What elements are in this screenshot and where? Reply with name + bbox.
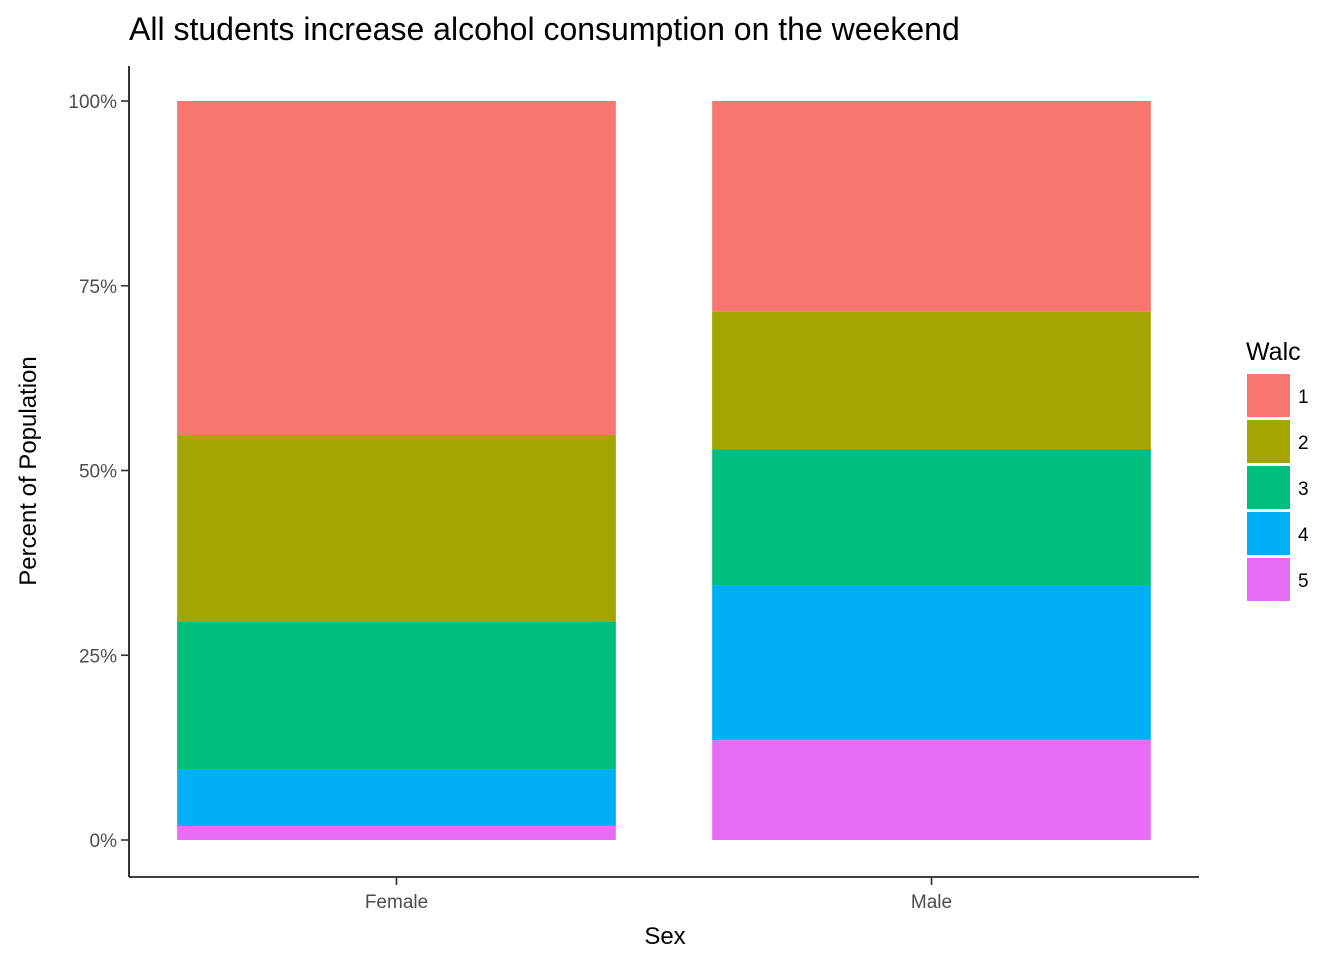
x-tick-label: Male (911, 892, 952, 913)
legend-key-1 (1247, 374, 1290, 417)
x-axis-title: Sex (644, 923, 685, 950)
legend-key-2 (1247, 420, 1290, 463)
y-tick-label: 75% (79, 277, 117, 298)
y-ticks: 0% 25% 50% 75% 100% (68, 92, 129, 852)
x-tick-label: Female (365, 892, 428, 913)
y-tick-label: 100% (68, 92, 117, 113)
y-axis-title: Percent of Population (15, 356, 42, 586)
legend-key-5 (1247, 558, 1290, 601)
legend-key-4 (1247, 512, 1290, 555)
bar-female-walc-5 (177, 825, 616, 840)
bars-layer (177, 101, 1151, 840)
y-tick-label: 0% (90, 831, 118, 852)
bar-female-walc-1 (177, 101, 616, 436)
bar-male-walc-1 (712, 101, 1151, 312)
bar-female-walc-2 (177, 435, 616, 622)
legend-label-5: 5 (1298, 571, 1309, 592)
legend-title: Walc (1246, 338, 1301, 366)
bar-male-walc-4 (712, 585, 1151, 741)
bar-female-walc-4 (177, 769, 616, 826)
bar-male-walc-3 (712, 449, 1151, 586)
x-ticks: Female Male (365, 877, 952, 913)
legend-label-1: 1 (1298, 387, 1309, 408)
bar-male-walc-5 (712, 740, 1151, 840)
legend-key-3 (1247, 466, 1290, 509)
legend: Walc 1 2 3 4 5 (1246, 338, 1309, 601)
legend-label-2: 2 (1298, 433, 1309, 454)
chart-title: All students increase alcohol consumptio… (129, 11, 960, 47)
legend-label-4: 4 (1298, 525, 1309, 546)
y-tick-label: 25% (79, 646, 117, 667)
legend-label-3: 3 (1298, 479, 1309, 500)
bar-male-walc-2 (712, 311, 1151, 450)
bar-female-walc-3 (177, 621, 616, 770)
y-tick-label: 50% (79, 462, 117, 483)
